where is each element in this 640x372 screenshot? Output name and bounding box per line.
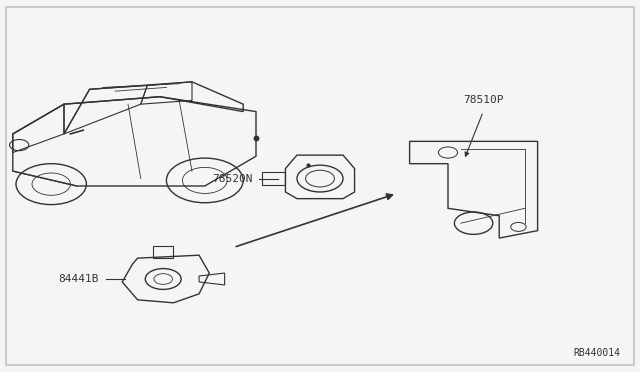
Text: 78520N: 78520N [212, 174, 253, 183]
Text: 84441B: 84441B [59, 274, 99, 284]
Text: 78510P: 78510P [463, 96, 504, 105]
Text: RB440014: RB440014 [574, 349, 621, 358]
